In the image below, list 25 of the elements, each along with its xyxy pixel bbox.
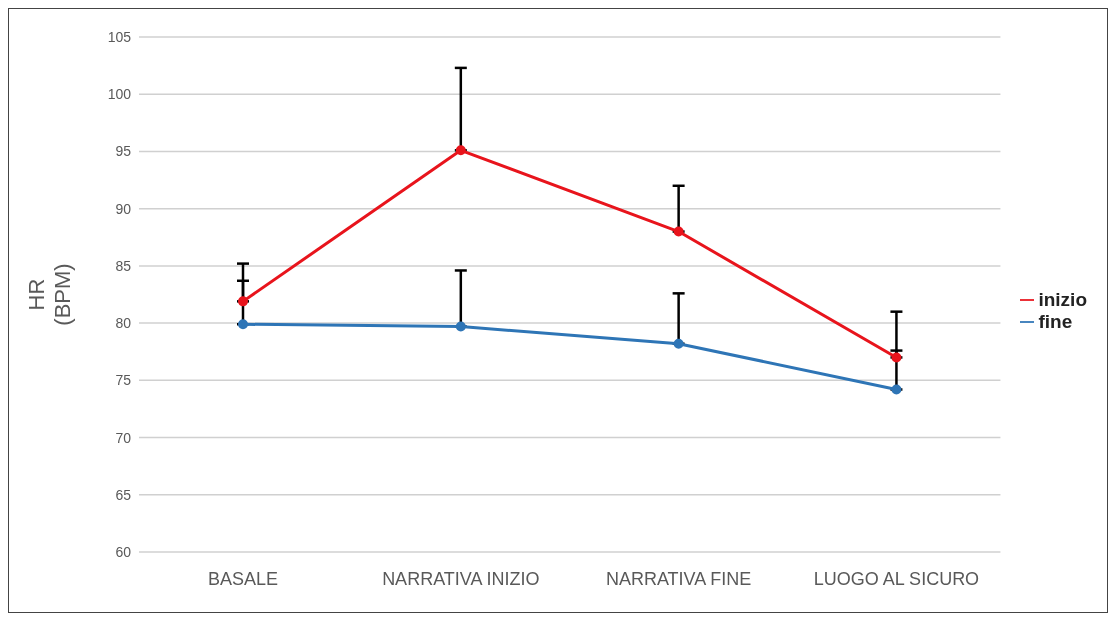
y-tick-label: 85	[115, 257, 132, 274]
point	[455, 145, 466, 156]
y-tick-label: 70	[115, 429, 132, 446]
y-tick-label: 80	[115, 315, 132, 332]
point	[455, 321, 466, 332]
y-tick-label: 65	[115, 486, 132, 503]
y-tick-label: 100	[107, 86, 132, 103]
point	[673, 226, 684, 237]
x-tick-label: BASALE	[207, 568, 279, 589]
y-tick-label: 95	[115, 143, 132, 160]
y-tick-label: 105	[107, 28, 132, 45]
y-tick-label: 75	[115, 372, 132, 389]
y-tick-label: 90	[115, 200, 132, 217]
y-tick-label: 60	[115, 543, 132, 560]
point	[891, 352, 902, 363]
y-axis-title: HR (BPM)	[24, 263, 75, 326]
x-tick-label: NARRATIVA INIZIO	[382, 568, 540, 589]
x-tick-label: NARRATIVA FINE	[605, 568, 752, 589]
legend-label: inizio	[1038, 288, 1087, 310]
x-tick-label: LUOGO AL SICURO	[813, 568, 980, 589]
point	[673, 338, 684, 349]
point	[238, 319, 248, 330]
legend-label: fine	[1038, 310, 1073, 332]
point	[891, 384, 902, 395]
point	[238, 296, 248, 307]
